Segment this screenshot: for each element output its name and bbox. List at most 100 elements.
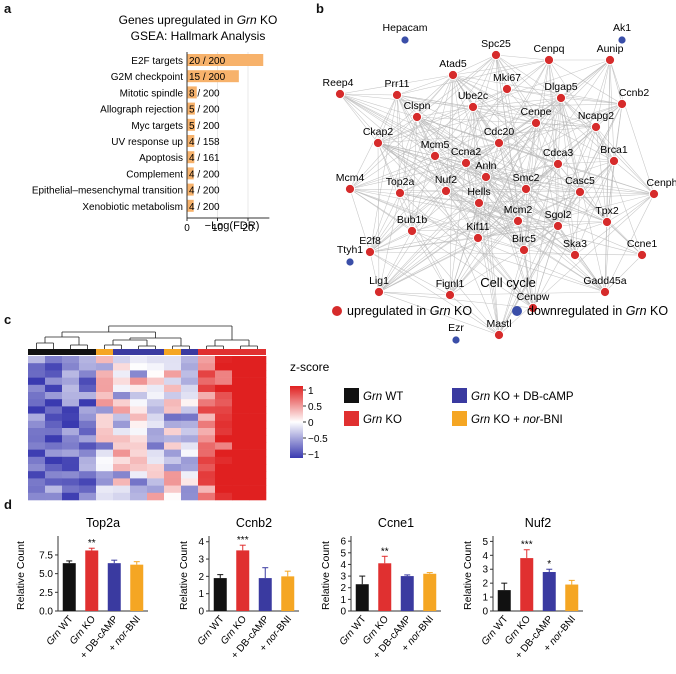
heatmap-cell xyxy=(79,363,97,371)
network-node-up xyxy=(501,83,513,95)
panel-label-d: d xyxy=(4,497,12,512)
network-edge xyxy=(548,59,559,165)
network-edge xyxy=(416,116,519,222)
bar-chart-title: Top2a xyxy=(86,516,120,530)
network-node-up xyxy=(473,197,485,209)
network-edge xyxy=(399,162,467,194)
bar-chart-y-tick-label: 2 xyxy=(198,572,204,583)
heatmap-cell xyxy=(147,428,165,436)
heatmap-cell xyxy=(249,370,267,378)
bar-chart-bar xyxy=(400,576,414,611)
legend-label: Grn KO xyxy=(363,414,402,426)
heatmap-cell xyxy=(215,420,233,429)
gsea-xlabel: −Log(FDR) xyxy=(205,220,260,232)
network-node-label: Ncapg2 xyxy=(578,110,614,122)
bar-chart-y-tick-label: 4 xyxy=(482,551,488,562)
network-edge xyxy=(399,192,534,309)
network-edge xyxy=(377,142,643,256)
network-edge xyxy=(369,155,436,253)
bar-chart-bar xyxy=(130,564,144,611)
heatmap-cell xyxy=(215,370,233,378)
heatmap-cell xyxy=(45,370,63,378)
heatmap-cell xyxy=(28,377,46,386)
bar-chart-y-tick-label: 7.5 xyxy=(39,550,53,561)
gsea-category-label: Apoptosis xyxy=(139,153,183,164)
heatmap-cell xyxy=(164,420,182,429)
network-node-up xyxy=(512,215,524,227)
network-edge xyxy=(478,202,500,336)
gsea-bar xyxy=(187,86,197,99)
network-edge xyxy=(498,249,525,336)
heatmap-cell xyxy=(164,370,182,378)
heatmap-cell xyxy=(147,370,165,378)
legend-label: Grn KO + nor-BNI xyxy=(471,414,563,426)
zscore-colorbar xyxy=(290,386,303,458)
heatmap-cell xyxy=(147,363,165,371)
network-edge xyxy=(445,190,534,309)
gsea-bar xyxy=(187,199,194,212)
network-edge xyxy=(399,192,480,204)
network-edge xyxy=(377,142,380,293)
heatmap-cell xyxy=(181,384,199,393)
heatmap-cell xyxy=(45,478,63,486)
network-edge xyxy=(574,191,581,256)
heatmap-cell xyxy=(96,392,114,400)
bar-chart-ylabel: Relative Count xyxy=(462,541,474,610)
network-node-label: Sgol2 xyxy=(545,209,572,221)
heatmap-cell xyxy=(147,420,165,429)
heatmap-cell xyxy=(147,449,165,458)
network-edge xyxy=(535,122,597,128)
network-edge xyxy=(399,116,418,194)
heatmap-cell xyxy=(198,377,216,386)
network-node-up xyxy=(472,232,484,244)
network-edge xyxy=(339,74,454,95)
heatmap-cell xyxy=(130,492,148,501)
heatmap-cell xyxy=(45,428,63,436)
heatmap-cell xyxy=(79,377,97,386)
bar-chart-y-tick-label: 3 xyxy=(198,555,204,566)
bar-chart-significance: *** xyxy=(521,540,533,551)
network-edge xyxy=(378,59,611,293)
heatmap-cell xyxy=(181,442,199,450)
heatmap-cell xyxy=(79,420,97,429)
network-edge xyxy=(485,176,525,251)
network-node-label: Kif11 xyxy=(466,221,489,233)
network-edge xyxy=(579,191,655,195)
network-edge xyxy=(560,97,608,223)
heatmap-cell xyxy=(232,420,250,429)
network-edge xyxy=(472,59,611,108)
network-edge xyxy=(485,176,655,195)
heatmap-cell xyxy=(62,370,80,378)
legend-up-dot xyxy=(332,306,342,316)
gsea-bar xyxy=(187,151,195,164)
network-edge xyxy=(498,193,655,336)
network-edge xyxy=(416,116,467,164)
network-edge xyxy=(349,188,479,239)
network-node-label: Tpx2 xyxy=(595,205,619,217)
heatmap-cell xyxy=(96,435,114,443)
sample-group-cell xyxy=(28,349,45,355)
heatmap-cell xyxy=(164,399,182,407)
network-edge xyxy=(452,74,467,164)
network-edge xyxy=(377,88,508,144)
network-edge xyxy=(604,254,643,293)
gsea-category-label: Complement xyxy=(126,169,183,180)
heatmap-cell xyxy=(147,485,165,494)
network-edge xyxy=(339,93,467,164)
heatmap-cell xyxy=(164,377,182,386)
network-edge xyxy=(378,230,413,293)
heatmap-cell xyxy=(181,392,199,400)
bar-chart-ylabel: Relative Count xyxy=(178,541,190,610)
network-edge xyxy=(452,74,597,128)
heatmap-cell xyxy=(96,464,114,472)
heatmap-cell xyxy=(45,406,63,414)
network-edge xyxy=(396,74,454,96)
gsea-data-label: 5 / 200 xyxy=(189,105,220,116)
heatmap-cell xyxy=(249,392,267,400)
heatmap-cell xyxy=(96,478,114,486)
bar-chart-y-tick-label: 3 xyxy=(340,572,346,583)
heatmap-cell xyxy=(45,442,63,450)
heatmap-cell xyxy=(113,356,131,364)
legend-up-label: upregulated in Grn KO xyxy=(347,304,472,318)
heatmap-cell xyxy=(28,413,46,422)
